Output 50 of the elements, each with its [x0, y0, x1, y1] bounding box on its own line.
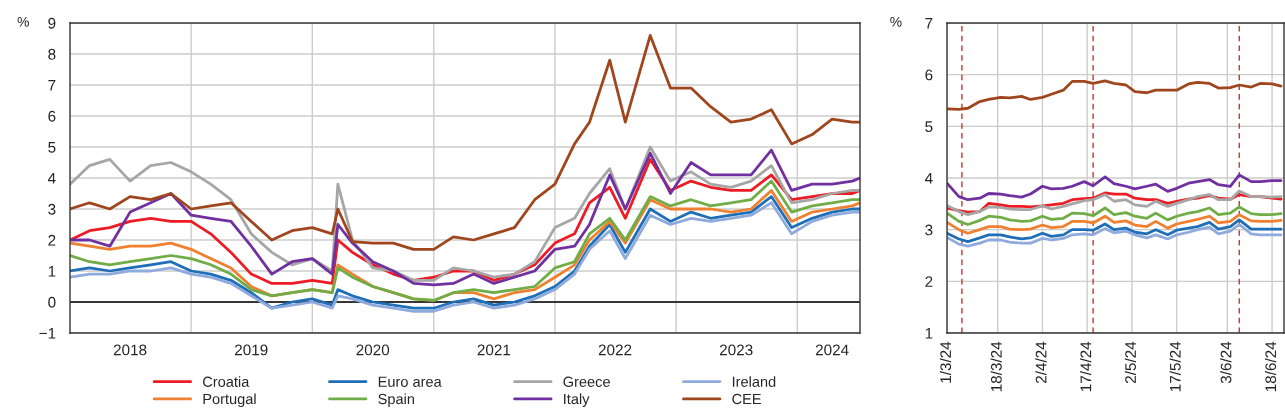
y-tick-label: 0 [48, 296, 56, 308]
x-tick-label: 1/3/24 [939, 341, 952, 383]
x-tick-label: 18/3/24 [990, 341, 1002, 392]
y-tick-label: 3 [925, 224, 933, 236]
y-tick-label: 5 [48, 142, 56, 153]
legend-label: Croatia [203, 376, 250, 387]
x-tick-label: 2024 [815, 344, 849, 356]
x-tick-label: 3/6/24 [1220, 341, 1232, 384]
legend-label: Greece [563, 376, 610, 387]
y-tick-label: 9 [48, 17, 56, 29]
x-tick-label: 2018 [113, 344, 147, 356]
y-tick-label: 6 [925, 69, 933, 81]
x-tick-label: 2019 [235, 344, 268, 356]
x-tick-label: 2022 [598, 344, 632, 356]
legend-label: CEE [732, 393, 761, 405]
x-tick-label: 2023 [719, 344, 753, 356]
y-tick-label: 4 [924, 173, 933, 184]
y-tick-label: 6 [48, 110, 56, 122]
x-tick-label: 17/4/24 [1080, 341, 1092, 392]
y-tick-label: 8 [48, 48, 56, 60]
x-tick-label: 17/5/24 [1169, 341, 1181, 392]
x-tick-label: 2/4/24 [1035, 341, 1047, 384]
x-tick-label: 2021 [477, 344, 511, 356]
y-tick-label: 1 [925, 328, 933, 339]
y-tick-label: 2 [925, 276, 933, 287]
y-tick-label: 7 [48, 80, 56, 91]
x-tick-label: 2020 [356, 344, 390, 356]
y-tick-label: 5 [925, 121, 933, 133]
legend-label: Italy [564, 393, 590, 408]
line-series [947, 205, 1283, 226]
legend-label: Portugal [203, 393, 256, 408]
line-series [947, 173, 1283, 202]
line-series [70, 34, 860, 251]
line-series [947, 79, 1283, 111]
y-tick-label: 4 [47, 173, 56, 184]
y-tick-label: −1 [39, 328, 56, 339]
y-tick-label: 3 [48, 203, 56, 215]
legend-label: Spain [378, 393, 414, 408]
legend-label: Euro area [378, 376, 442, 387]
y-tick-label: 2 [48, 234, 56, 246]
x-tick-label: 2/5/24 [1124, 341, 1136, 384]
legend-label: Ireland [732, 376, 776, 387]
y-tick-label: 1 [48, 266, 56, 277]
y-tick-label: 7 [925, 18, 933, 29]
x-tick-label: 18/6/24 [1264, 341, 1277, 392]
line-series [947, 223, 1283, 248]
line-series [947, 218, 1283, 243]
y-axis-title: % [17, 16, 29, 27]
line-series [947, 213, 1283, 235]
y-axis-title: % [890, 16, 902, 27]
